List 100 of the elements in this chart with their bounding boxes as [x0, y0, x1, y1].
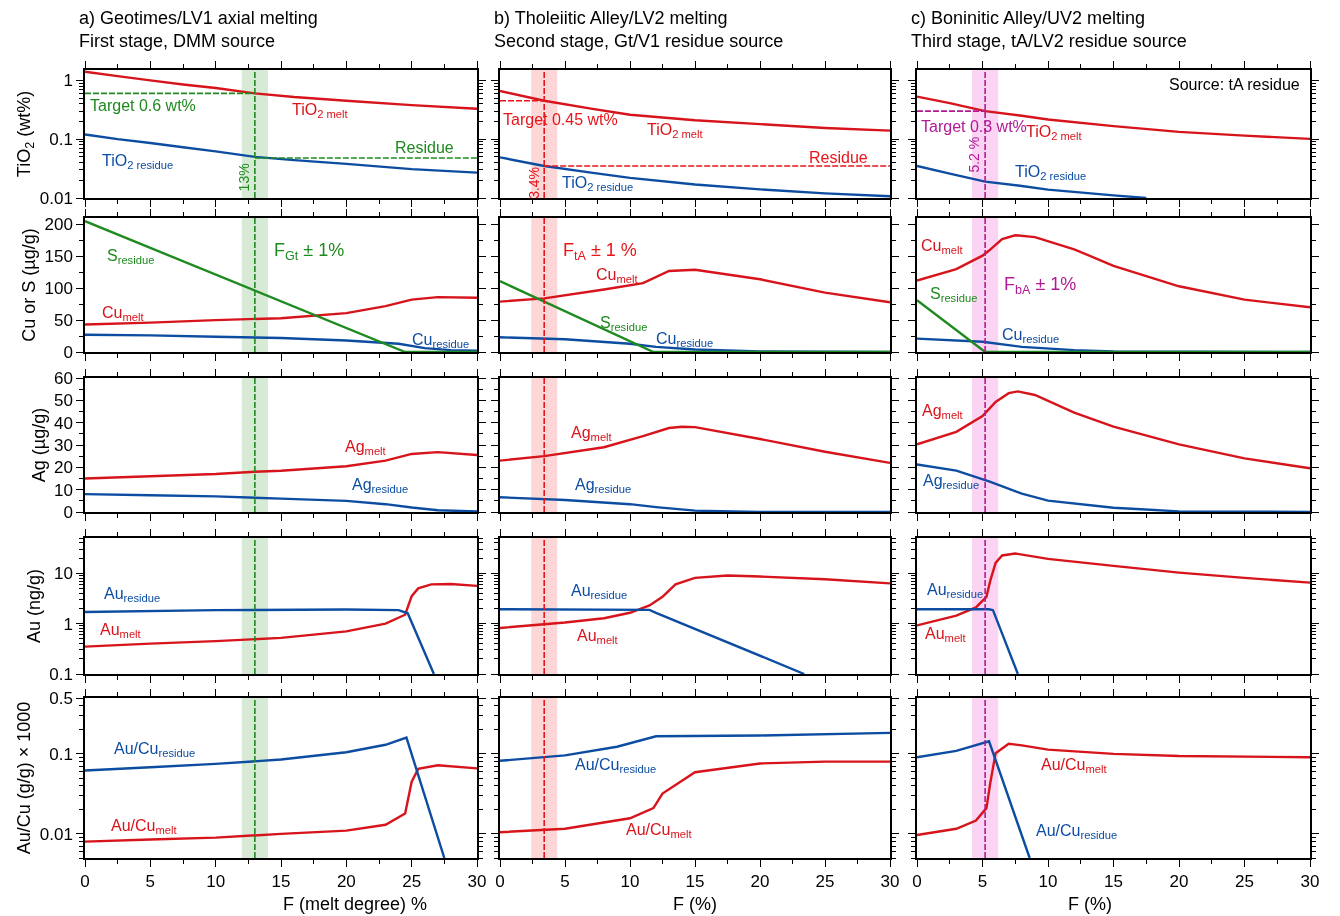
series-label: Target 0.6 wt% — [90, 97, 196, 114]
series-label: Ag$_{melt}$ — [345, 438, 387, 458]
annotation: Source: tA residue — [1169, 76, 1300, 93]
series-label: TiO$_{2 melt}$ — [1026, 123, 1083, 143]
series-label: S$_{residue}$ — [600, 314, 648, 334]
y-tick-label: 0.5 — [49, 688, 73, 708]
y-tick-label: 1 — [63, 614, 73, 634]
x-tick-label: 0 — [495, 872, 505, 892]
y-tick-label: 0.01 — [39, 824, 73, 844]
series-label: Au$_{residue}$ — [571, 582, 628, 602]
series-label: TiO$_{2 melt}$ — [647, 121, 704, 141]
series-label: Target 0.45 wt% — [503, 111, 618, 128]
series-label: Ag$_{residue}$ — [575, 476, 632, 496]
series-label: Ag$_{melt}$ — [922, 402, 964, 422]
x-tick-label: 5 — [560, 872, 570, 892]
x-tick-label: 10 — [1038, 872, 1058, 892]
x-axis-title: F (%) — [1068, 894, 1112, 914]
x-tick-label: 5 — [977, 872, 988, 892]
x-axis-title: F (%) — [673, 894, 717, 914]
x-tick-label: 10 — [206, 872, 226, 892]
x-tick-label: 15 — [271, 872, 291, 892]
y-tick-label: 0.1 — [49, 664, 73, 684]
y-tick-label: 50 — [53, 391, 73, 411]
x-tick-label: 10 — [620, 872, 640, 892]
chart-subtitle: First stage, DMM source — [79, 31, 276, 51]
x-tick-label: 15 — [1104, 872, 1123, 892]
y-tick-label: 0 — [63, 342, 73, 362]
chart-subtitle: Third stage, tA/LV2 residue source — [911, 31, 1187, 51]
chart-title: c) Boninitic Alley/UV2 melting — [911, 8, 1146, 28]
series-label: Ag$_{residue}$ — [352, 476, 409, 496]
chart-title: a) Geotimes/LV1 axial melting — [79, 8, 318, 28]
series-label: TiO$_{2 residue}$ — [1015, 163, 1087, 183]
series-label: Target 0.3 wt% — [921, 118, 1027, 135]
ref-line-label: 13% — [236, 163, 253, 192]
ref-line-label: 3.4% — [525, 166, 542, 199]
x-tick-label: 5 — [145, 872, 156, 892]
series-label: Au$_{melt}$ — [577, 627, 619, 647]
ref-line-label: 5.2 % — [965, 136, 982, 173]
y-tick-label: 0.01 — [39, 188, 73, 208]
band-label: F$_{bA}$ ± 1% — [1004, 274, 1077, 297]
y-tick-label: 0 — [63, 502, 73, 522]
y-axis-title: Cu or S (µg/g) — [19, 228, 40, 342]
y-axis-title: Ag (µg/g) — [28, 407, 49, 483]
series-label: Au/Cu$_{residue}$ — [114, 740, 196, 760]
series-label: Cu$_{melt}$ — [921, 237, 964, 257]
x-tick-label: 15 — [685, 872, 705, 892]
series-label: Au$_{melt}$ — [925, 625, 967, 645]
series-label: Au/Cu$_{melt}$ — [111, 817, 178, 837]
series-label: Au/Cu$_{melt}$ — [1041, 756, 1108, 776]
series-label: TiO$_{2 residue}$ — [562, 174, 634, 194]
x-tick-label: 30 — [880, 872, 900, 892]
y-tick-label: 0.1 — [49, 744, 73, 764]
series-label: TiO$_{2 melt}$ — [292, 101, 349, 121]
x-tick-label: 25 — [1235, 872, 1254, 892]
x-tick-label: 30 — [1300, 872, 1320, 892]
y-tick-label: 40 — [53, 413, 73, 433]
y-tick-label: 10 — [53, 564, 73, 584]
y-axis-title: Au/Cu (g/g) × 1000 — [14, 701, 35, 855]
series-label: Cu$_{residue}$ — [1002, 326, 1060, 346]
series-label: Cu$_{residue}$ — [412, 331, 470, 351]
y-axis-title: Au (ng/g) — [23, 568, 44, 644]
series-label: Au/Cu$_{residue}$ — [1036, 822, 1118, 842]
series-label: S$_{residue}$ — [930, 285, 978, 305]
y-tick-label: 100 — [44, 279, 73, 299]
series-label: TiO$_{2 residue}$ — [102, 152, 174, 172]
band-label: F$_{tA}$ ± 1 % — [563, 240, 637, 263]
y-tick-label: 0.1 — [49, 130, 73, 150]
series-label: Ag$_{residue}$ — [923, 472, 980, 492]
series-label: Cu$_{melt}$ — [596, 266, 639, 286]
y-tick-label: 20 — [53, 458, 73, 478]
y-tick-label: 50 — [53, 311, 73, 331]
series-label: Au/Cu$_{residue}$ — [575, 756, 657, 776]
series-label: Au$_{melt}$ — [100, 621, 142, 641]
x-tick-label: 25 — [815, 872, 835, 892]
series-label: Au$_{residue}$ — [104, 585, 161, 605]
x-tick-label: 30 — [467, 872, 487, 892]
y-tick-label: 1 — [63, 71, 73, 91]
y-tick-label: 30 — [53, 435, 73, 455]
x-tick-label: 20 — [1169, 872, 1189, 892]
series-label: Cu$_{melt}$ — [102, 304, 145, 324]
series-label: Cu$_{residue}$ — [656, 330, 714, 350]
x-axis-title: F (melt degree) % — [283, 894, 428, 914]
series-label: Ag$_{melt}$ — [571, 424, 613, 444]
series-label: S$_{residue}$ — [107, 247, 155, 267]
x-tick-label: 0 — [80, 872, 90, 892]
series-label: Au/Cu$_{melt}$ — [626, 821, 693, 841]
y-tick-label: 200 — [44, 215, 73, 235]
x-tick-label: 0 — [912, 872, 922, 892]
band-label: F$_{Gt}$ ± 1% — [274, 240, 345, 263]
series-label: Residue — [809, 149, 868, 166]
series-label: Au$_{residue}$ — [927, 581, 984, 601]
y-tick-label: 150 — [44, 247, 73, 267]
x-tick-label: 20 — [750, 872, 770, 892]
y-tick-label: 60 — [53, 368, 73, 388]
series-label: Residue — [395, 139, 454, 156]
chart-title: b) Tholeiitic Alley/LV2 melting — [494, 8, 728, 28]
x-tick-label: 20 — [336, 872, 356, 892]
chart-subtitle: Second stage, Gt/V1 residue source — [494, 31, 784, 51]
y-tick-label: 10 — [53, 480, 73, 500]
x-tick-label: 25 — [402, 872, 422, 892]
